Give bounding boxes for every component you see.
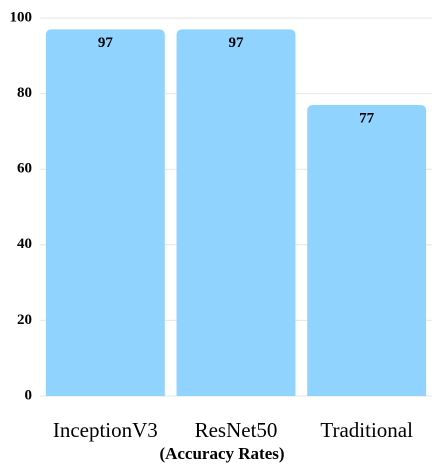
y-tick-label: 20 (17, 312, 32, 328)
x-axis-label: (Accuracy Rates) (159, 444, 284, 463)
bar (176, 29, 296, 397)
bar (307, 104, 427, 396)
x-tick-label: InceptionV3 (53, 418, 158, 442)
y-tick-label: 0 (25, 387, 33, 403)
bar (45, 29, 165, 397)
x-tick-label: Traditional (320, 418, 413, 442)
value-label: 77 (359, 110, 375, 126)
value-label: 97 (98, 35, 114, 51)
x-tick-label: ResNet50 (195, 418, 278, 442)
value-label: 97 (229, 35, 245, 51)
y-tick-label: 100 (10, 9, 33, 25)
y-tick-label: 40 (17, 236, 32, 252)
y-tick-label: 80 (17, 85, 32, 101)
y-tick-label: 60 (17, 161, 32, 177)
